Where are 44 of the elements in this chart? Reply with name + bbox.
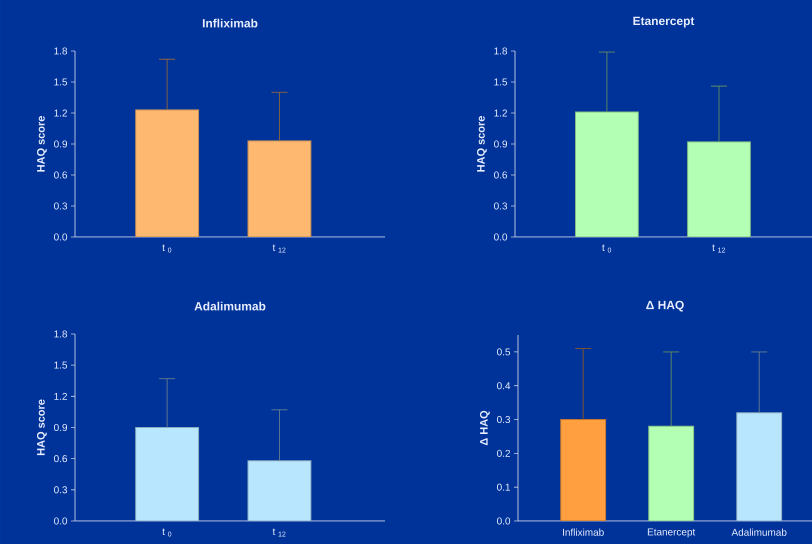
- y-tick-label: 0.6: [54, 455, 68, 462]
- x-tick-label: t $_{0}$: [162, 528, 172, 536]
- y-tick-label: 0.3: [494, 202, 508, 210]
- y-tick-label: 0.9: [54, 424, 68, 432]
- y-tick-label: 0.3: [54, 202, 68, 210]
- y-axis-title: HAQ score: [37, 400, 47, 456]
- x-tick-label: t $_{12}$: [712, 244, 726, 252]
- chart-title: Infliximab: [202, 18, 258, 28]
- y-tick-label: 1.5: [54, 78, 68, 86]
- y-tick-label: 1.5: [494, 78, 508, 86]
- x-tick-label: Infliximab: [563, 528, 604, 536]
- y-tick-label: 0.3: [497, 416, 510, 424]
- y-tick-label: 0.0: [54, 233, 68, 241]
- y-tick-label: 0.9: [54, 140, 68, 148]
- y-tick-label: 1.8: [54, 330, 68, 338]
- y-axis-title: HAQ score: [477, 116, 487, 172]
- y-tick-label: 1.2: [494, 110, 507, 116]
- y-tick-label: 0.5: [497, 348, 510, 356]
- y-tick-label: 0.1: [497, 484, 510, 491]
- y-tick-label: 0.6: [54, 171, 68, 179]
- y-tick-label: 1.2: [54, 110, 67, 116]
- x-tick-label: t $_{0}$: [602, 244, 612, 252]
- x-tick-label: Adalimumab: [732, 528, 786, 536]
- y-tick-label: 0.3: [54, 486, 68, 494]
- chart-title: Adalimumab: [194, 302, 266, 310]
- y-tick-label: 0.4: [497, 382, 510, 390]
- chart-title: Etanercept: [633, 16, 694, 28]
- y-tick-label: 0.2: [497, 450, 510, 457]
- x-tick-label: t $_{0}$: [162, 244, 172, 252]
- y-tick-label: 0.0: [54, 517, 68, 525]
- x-tick-label: Etanercept: [648, 528, 696, 538]
- x-tick-label: t $_{12}$: [272, 244, 286, 252]
- y-axis-title: HAQ score: [37, 116, 47, 172]
- y-tick-label: 1.8: [54, 47, 68, 55]
- y-axis-title: Δ HAQ: [480, 410, 490, 446]
- y-tick-label: 0.0: [497, 517, 510, 525]
- y-tick-label: 0.6: [494, 171, 508, 179]
- x-tick-label: t $_{12}$: [272, 528, 286, 536]
- y-tick-label: 0.9: [494, 140, 508, 148]
- y-tick-label: 1.2: [54, 392, 67, 400]
- chart-title: Δ HAQ: [646, 300, 684, 312]
- y-tick-label: 1.5: [54, 362, 68, 369]
- y-tick-label: 1.8: [494, 47, 508, 55]
- y-tick-label: 0.0: [494, 233, 508, 241]
